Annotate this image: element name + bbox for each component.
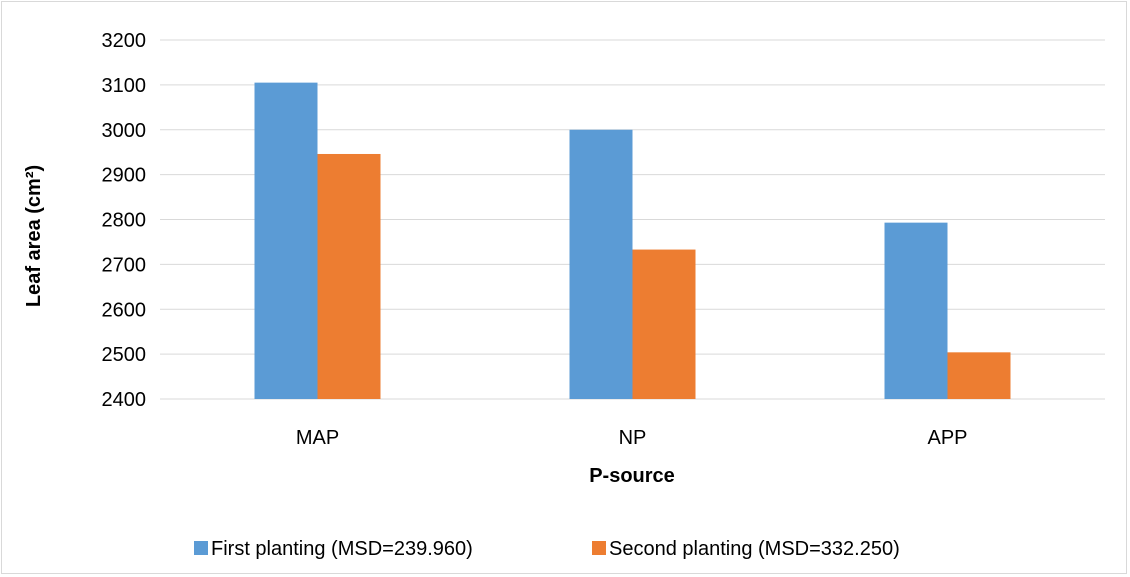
x-tick-labels: MAP NP APP bbox=[296, 427, 968, 449]
bar-np-series-1 bbox=[569, 129, 633, 399]
bar-app-series-2 bbox=[947, 352, 1011, 399]
legend-label-second-planting: Second planting (MSD=332.250) bbox=[609, 538, 900, 560]
x-tick-label-app: APP bbox=[927, 427, 967, 449]
y-tick-label: 2700 bbox=[102, 254, 147, 276]
y-tick-label: 2500 bbox=[102, 344, 147, 366]
y-tick-label: 2600 bbox=[102, 299, 147, 321]
bar-map-series-2 bbox=[317, 153, 381, 399]
legend-swatch-first-planting bbox=[194, 541, 208, 555]
y-tick-label: 3000 bbox=[102, 120, 147, 142]
bar-map-series-1 bbox=[254, 82, 318, 399]
y-tick-label: 2400 bbox=[102, 389, 147, 411]
y-axis-title: Leaf area (cm²) bbox=[23, 165, 45, 307]
legend-label-first-planting: First planting (MSD=239.960) bbox=[211, 538, 473, 560]
y-tick-label: 3200 bbox=[102, 30, 147, 52]
x-tick-label-map: MAP bbox=[296, 427, 339, 449]
bar-np-series-2 bbox=[632, 249, 696, 399]
y-tick-labels: 2400 2500 2600 2700 2800 2900 3000 3100 3200 bbox=[102, 30, 147, 411]
x-tick-label-np: NP bbox=[619, 427, 647, 449]
legend-swatch-second-planting bbox=[592, 541, 606, 555]
y-tick-label: 3100 bbox=[102, 75, 147, 97]
y-tick-label: 2900 bbox=[102, 165, 147, 187]
bars bbox=[254, 82, 1011, 399]
x-axis-title: P-source bbox=[589, 465, 675, 487]
bar-app-series-1 bbox=[884, 222, 948, 399]
legend: First planting (MSD=239.960) Second plan… bbox=[194, 538, 900, 560]
y-tick-label: 2800 bbox=[102, 210, 147, 232]
